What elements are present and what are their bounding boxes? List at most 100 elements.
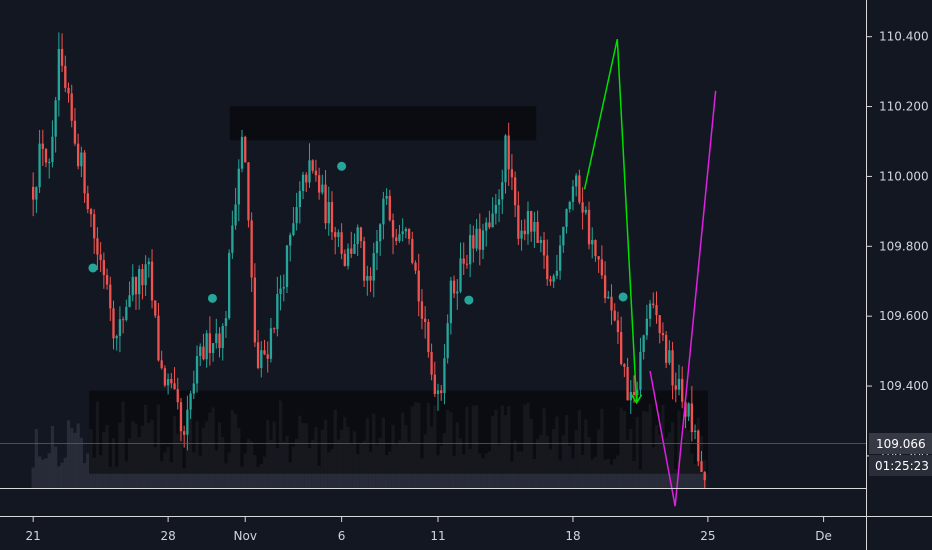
volume-bar xyxy=(404,425,408,488)
candle-body xyxy=(89,209,93,215)
volume-bar xyxy=(413,402,418,488)
volume-bar xyxy=(388,451,392,488)
volume-bar xyxy=(314,427,318,488)
volume-bar xyxy=(629,428,633,488)
volume-bar xyxy=(47,453,51,488)
candle-body xyxy=(652,303,655,305)
volume-bar xyxy=(233,414,238,488)
volume-bar xyxy=(384,455,389,488)
volume-bar xyxy=(291,446,296,488)
volume-bar xyxy=(198,455,202,488)
candle-body xyxy=(41,143,44,149)
candle-body xyxy=(703,471,706,481)
candle-body xyxy=(671,350,674,386)
volume-bar xyxy=(491,416,495,488)
candle-body xyxy=(610,296,613,311)
candle-body xyxy=(452,280,456,294)
volume-bar xyxy=(352,431,357,488)
candle-body xyxy=(513,177,517,206)
candle-body xyxy=(639,352,642,390)
volume-bar xyxy=(76,423,80,488)
volume-bar xyxy=(359,443,363,488)
volume-bar xyxy=(455,422,459,488)
volume-bar xyxy=(362,440,366,488)
volume-bar xyxy=(536,439,540,488)
volume-bar xyxy=(105,425,109,488)
volume-bar xyxy=(211,407,215,488)
price-tick-label: 109.600 xyxy=(879,309,929,323)
candle-body xyxy=(73,120,77,144)
last-price-label: 109.066 xyxy=(876,437,926,451)
candle-body xyxy=(218,333,221,349)
candle-body xyxy=(266,354,269,359)
candle-body xyxy=(382,198,385,225)
volume-bar xyxy=(266,420,270,488)
volume-bar xyxy=(246,438,251,488)
signal-dot xyxy=(464,295,474,305)
price-tick-label: 110.200 xyxy=(879,100,929,114)
volume-bar xyxy=(311,439,315,488)
candle-body xyxy=(401,231,404,235)
candle-body xyxy=(269,328,273,359)
time-tick-label: 11 xyxy=(430,529,445,543)
candle-body xyxy=(183,431,186,435)
volume-bar xyxy=(635,416,639,488)
volume-bar xyxy=(693,464,697,488)
volume-bar xyxy=(269,439,273,488)
candle-body xyxy=(176,389,179,403)
candle-body xyxy=(369,275,372,281)
candle-body xyxy=(677,378,681,390)
candle-body xyxy=(308,160,311,183)
candle-body xyxy=(568,201,571,210)
candle-body xyxy=(362,241,366,281)
volume-bar xyxy=(295,438,299,488)
candle-body xyxy=(314,170,318,176)
volume-bar xyxy=(452,456,456,488)
forecast-line-magenta xyxy=(649,90,717,507)
volume-bar xyxy=(95,401,100,488)
price-tick-label: 109.800 xyxy=(879,239,929,253)
volume-bar xyxy=(262,456,267,488)
candle-body xyxy=(391,220,395,238)
time-axis[interactable]: 21 28 Nov 6 11 18 25 De xyxy=(26,516,832,543)
volume-bar xyxy=(227,452,231,488)
candle-body xyxy=(424,318,427,322)
volume-bar xyxy=(474,405,479,488)
volume-bar xyxy=(465,407,469,488)
volume-bar xyxy=(372,413,376,488)
forecast-line-green xyxy=(583,38,638,403)
volume-bar xyxy=(667,432,671,488)
volume-bar xyxy=(680,441,684,488)
candle-body xyxy=(404,228,408,232)
candle-body xyxy=(379,224,382,242)
volume-bar xyxy=(102,431,106,488)
candle-body xyxy=(317,175,321,193)
volume-bar xyxy=(423,434,427,488)
volume-bar xyxy=(195,421,199,488)
time-tick-label: 25 xyxy=(700,529,715,543)
signal-dot xyxy=(618,292,628,302)
candle-body xyxy=(131,276,134,296)
volume-bar xyxy=(622,410,626,488)
candle-body xyxy=(616,320,620,333)
candle-body xyxy=(250,220,253,278)
candle-body xyxy=(571,186,575,202)
volume-bar xyxy=(516,451,520,488)
candle-body xyxy=(565,209,568,227)
volume-bar xyxy=(574,430,578,488)
candle-body xyxy=(690,403,694,433)
volume-bar xyxy=(603,459,607,488)
candle-body xyxy=(334,232,337,238)
volume-bar xyxy=(587,437,591,488)
volume-bar xyxy=(426,402,430,488)
candle-body xyxy=(668,350,671,363)
volume-bar xyxy=(124,461,128,488)
candle-body xyxy=(555,270,559,276)
forecast-layer xyxy=(583,38,717,507)
time-tick-label: 18 xyxy=(565,529,580,543)
candle-body xyxy=(594,239,597,257)
price-tick-label: 109.400 xyxy=(879,379,929,393)
candle-body xyxy=(292,223,295,236)
candle-body xyxy=(115,336,118,339)
